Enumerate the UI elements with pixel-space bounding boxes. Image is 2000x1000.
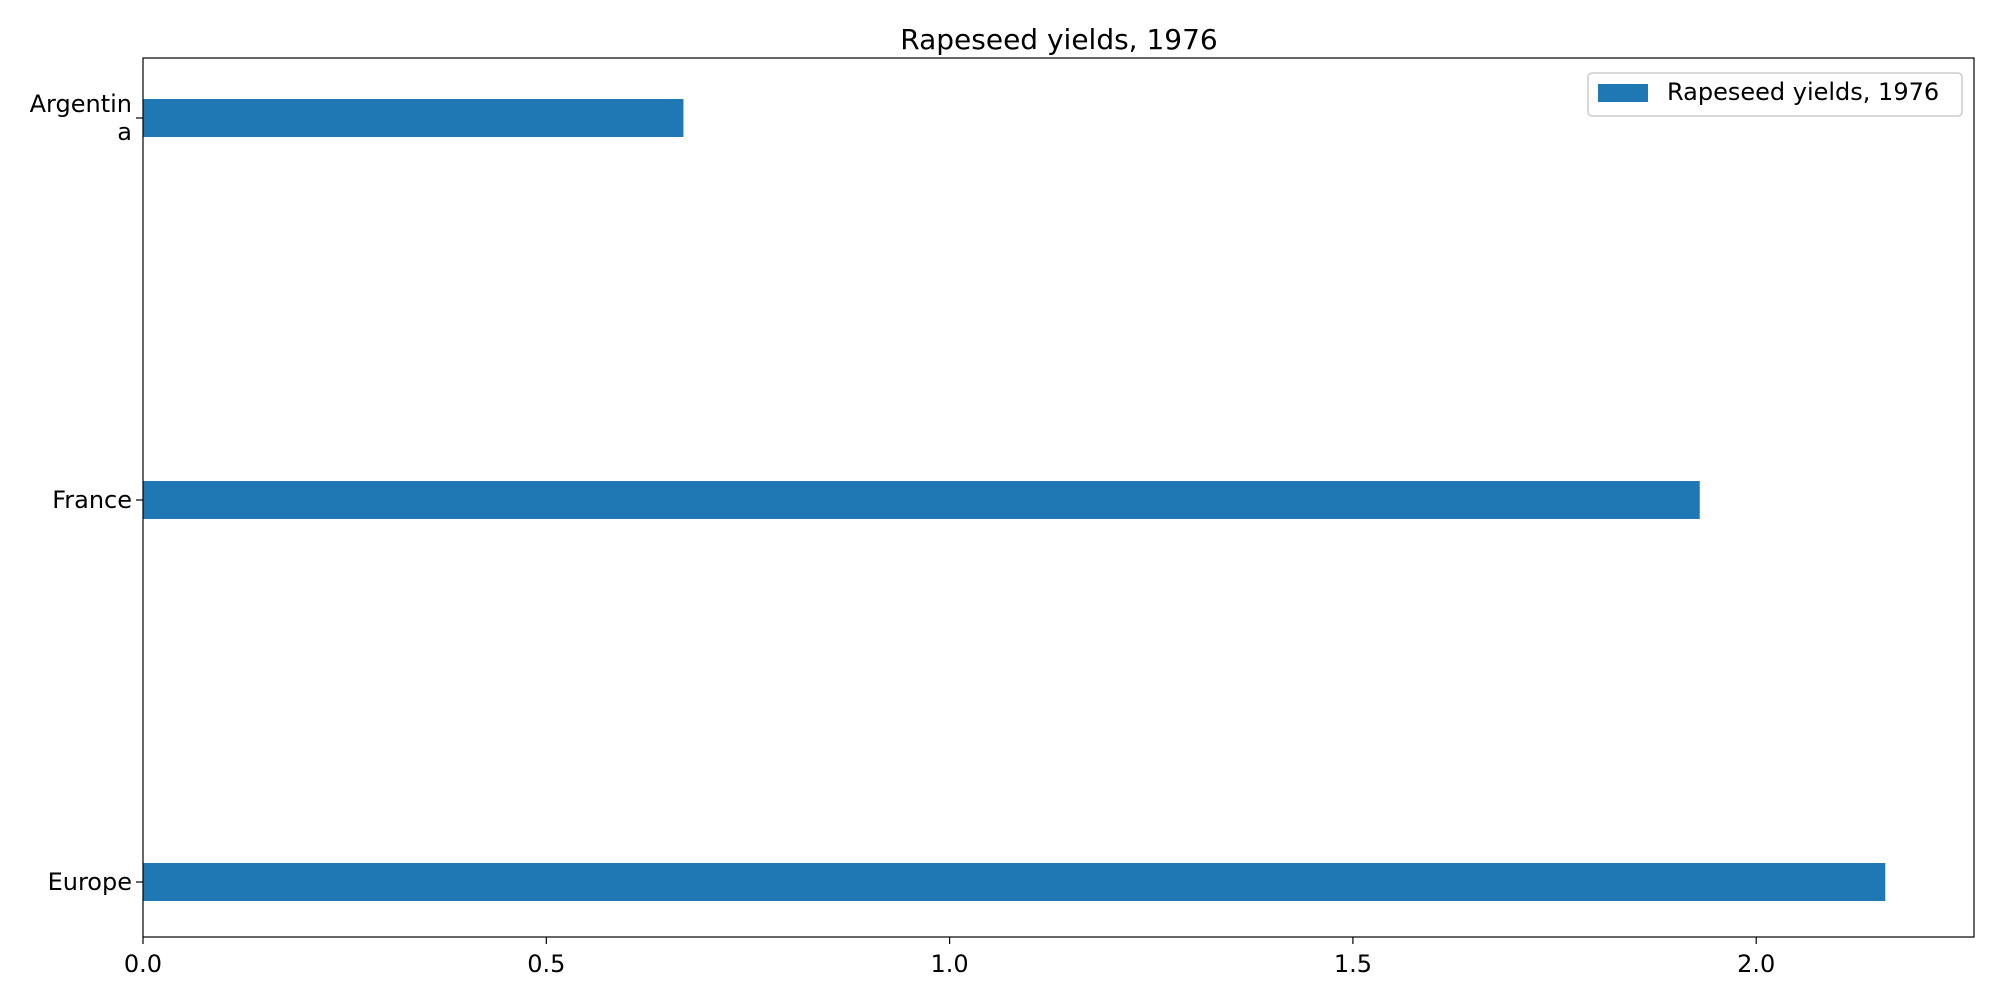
y-axis-ticks: Argentin a France Europe xyxy=(30,90,143,896)
bar-argentina xyxy=(143,99,684,137)
y-tick-label-argentina: Argentin a xyxy=(30,90,132,146)
chart-title: Rapeseed yields, 1976 xyxy=(900,23,1218,56)
x-axis-ticks: 0.0 0.5 1.0 1.5 2.0 xyxy=(124,937,1775,978)
x-tick-label: 2.0 xyxy=(1737,950,1775,978)
legend-box xyxy=(1587,72,1963,117)
legend-label: Rapeseed yields, 1976 xyxy=(1667,78,1939,106)
bar-europe xyxy=(143,863,1886,901)
bar-france xyxy=(143,481,1700,519)
y-tick-label-france: France xyxy=(52,486,132,514)
y-tick-label-europe: Europe xyxy=(48,868,132,896)
x-tick-label: 1.0 xyxy=(931,950,969,978)
x-tick-label: 0.5 xyxy=(527,950,565,978)
plot-frame xyxy=(142,57,1975,938)
x-tick-label: 1.5 xyxy=(1334,950,1372,978)
bar-group xyxy=(143,99,1886,901)
x-tick-label: 0.0 xyxy=(124,950,162,978)
legend-swatch xyxy=(1598,84,1648,102)
legend: Rapeseed yields, 1976 xyxy=(1587,72,1963,117)
